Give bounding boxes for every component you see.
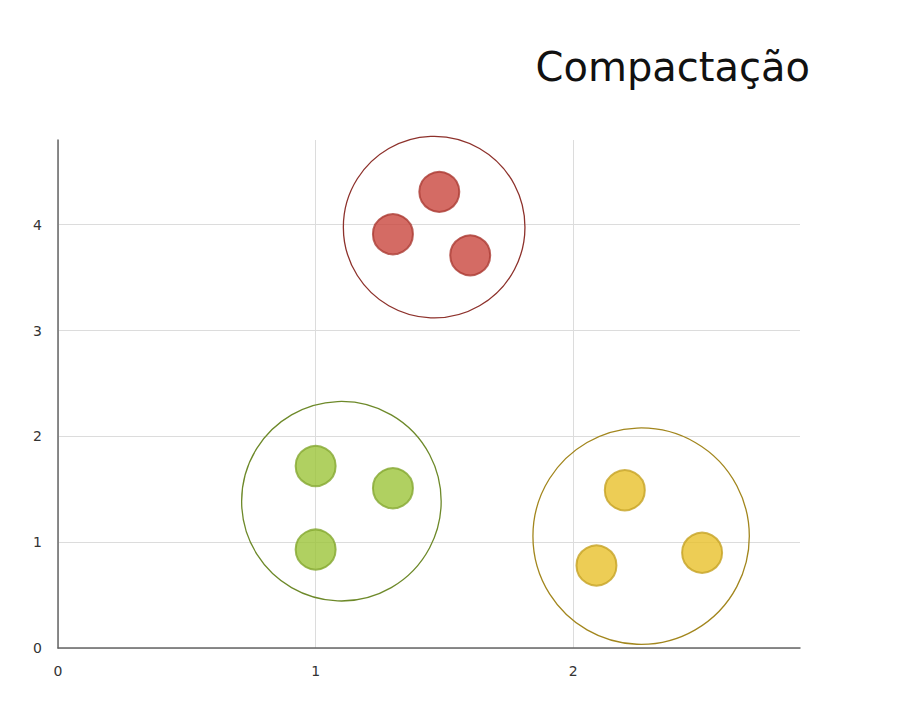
svg-text:2: 2 bbox=[33, 428, 42, 444]
svg-text:Compactação: Compactação bbox=[536, 44, 810, 90]
svg-text:1: 1 bbox=[311, 663, 320, 679]
svg-text:0: 0 bbox=[54, 663, 63, 679]
svg-text:4: 4 bbox=[33, 217, 42, 233]
svg-text:1: 1 bbox=[33, 534, 42, 550]
svg-text:0: 0 bbox=[33, 640, 42, 656]
svg-text:3: 3 bbox=[33, 323, 42, 339]
svg-text:2: 2 bbox=[569, 663, 578, 679]
